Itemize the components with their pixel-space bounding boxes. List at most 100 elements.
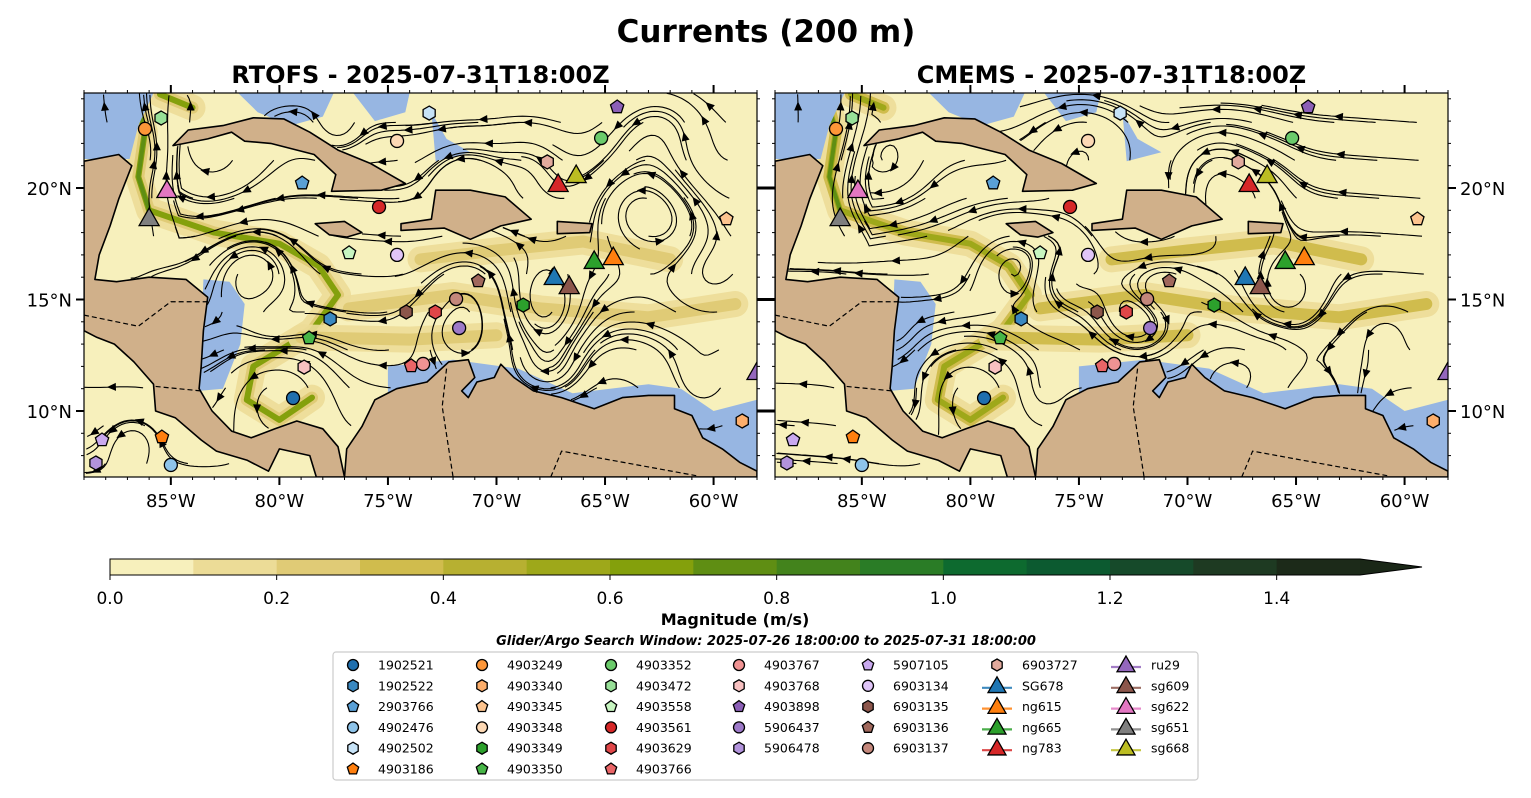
legend-label: sg622 [1151,699,1189,714]
panel-title: CMEMS - 2025-07-31T18:00Z [917,61,1306,89]
streamline-arrow [278,346,288,355]
streamline-arrow [801,457,811,466]
streamline-arrow [836,101,845,111]
colorbar-bin [860,559,944,575]
streamline-arrow [798,380,808,389]
legend-label: 6903727 [1022,658,1078,673]
streamline-arrow [141,101,150,112]
streamline-arrow [403,125,413,134]
marker-circle-icon [854,457,869,473]
legend-item: sg609 [1111,675,1189,694]
streamline-arrow [997,357,1008,367]
country-border [775,301,1388,477]
marker-triangle-icon [1115,717,1137,735]
streamline-arrow [928,215,939,223]
streamline-arrow [200,167,210,176]
streamline-arrow [1362,368,1371,379]
marker-hexagon-icon [1113,105,1127,121]
streamline-arrow [706,423,716,432]
marker-circle-icon [732,721,746,734]
colorbar-tick-label: 1.0 [930,589,957,609]
legend-item: ng783 [982,737,1062,756]
legend-item: 4903345 [475,699,563,714]
marker-circle-icon [1062,199,1078,215]
legend-label: ng665 [1022,720,1062,735]
streamline-arrow [1109,338,1120,347]
streamline-arrow [1339,227,1349,236]
marker-triangle-icon [583,249,606,270]
streamline-arrow [599,303,610,313]
lon-tick-label: 85°W [837,491,887,512]
streamline-arrow [1384,388,1395,397]
marker-circle-icon [389,247,405,263]
streamline-arrow [1143,253,1153,262]
marker-pentagon-icon [1409,211,1425,226]
streamline-arrow [573,352,582,363]
colorbar-tick-label: 0.6 [596,589,623,609]
colorbar-bin [110,559,194,575]
streamline-arrow [311,110,320,121]
marker-pentagon-icon [294,175,310,190]
marker-pentagon-icon [845,429,861,444]
legend-label: 4903558 [636,699,692,714]
map-panel-cmems: CMEMS - 2025-07-31T18:00Z 85°W 80°W 75°W 70°… [772,61,1505,512]
lon-tick-label: 70°W [1163,491,1213,512]
panel-title: RTOFS - 2025-07-31T18:00Z [231,61,609,89]
marker-triangle-icon [1115,675,1137,694]
streamline-arrow [1267,332,1278,341]
streamline-arrow [527,236,537,245]
streamline-arrow [1052,123,1063,132]
streamline-arrow [1162,314,1170,325]
marker-circle-icon [604,721,618,734]
marker-triangle-icon [1249,274,1272,295]
legend-item: 4903350 [475,762,563,777]
shallow-water [775,93,845,159]
marker-circle-icon [828,121,844,137]
marker-triangle-icon [547,172,570,193]
legend-label: 1902522 [378,678,434,693]
legend-item: 4903898 [732,699,820,714]
streamline-arrow [1199,350,1210,359]
shallow-water [1122,112,1162,162]
marker-triangle-icon [155,178,179,199]
streamline-arrow [377,121,388,130]
streamline-arrow [288,108,298,117]
marker-circle-icon [1284,130,1300,146]
legend-label: 4903345 [507,699,563,714]
streamline-arrow [1396,422,1407,431]
land [314,220,363,238]
lon-tick-label: 80°W [255,491,305,512]
streamline-arrow [493,158,504,167]
streamline-arrow [241,185,252,193]
marker-circle-icon [1080,247,1096,263]
marker-pentagon-icon [609,99,625,114]
colorbar-label: Magnitude (m/s) [661,610,810,629]
platform-markers [89,99,757,473]
lon-tick-label: 70°W [472,491,522,512]
marker-pentagon-icon [604,762,618,775]
legend-item: 4903766 [604,762,692,777]
streamline-arrow [667,263,677,273]
legend-label: ru29 [1151,658,1180,673]
streamline-arrow [1135,119,1145,129]
marker-pentagon-icon [732,699,746,713]
country-border [84,301,697,477]
marker-hexagon-icon [735,413,749,429]
lon-tick-label: 75°W [1054,491,1104,512]
streamline-arrow [1124,333,1135,342]
marker-circle-icon [861,742,875,755]
streamline-arrow [601,329,612,338]
streamline-arrow [929,347,940,357]
marker-circle-icon [1106,356,1122,372]
streamline-arrow [1229,359,1240,368]
streamline-arrow [668,349,677,359]
legend-item: ng665 [982,717,1062,735]
colorbar-tick-label: 1.4 [1263,589,1290,609]
streamline-arrow [794,101,803,111]
legend-label: 6903134 [893,678,949,693]
legend-item: 4903561 [604,720,692,735]
legend-label: 4903768 [764,678,820,693]
legend-item: 4903249 [475,658,563,673]
streamline-arrow [847,174,856,184]
marker-hexagon-icon [422,105,436,121]
